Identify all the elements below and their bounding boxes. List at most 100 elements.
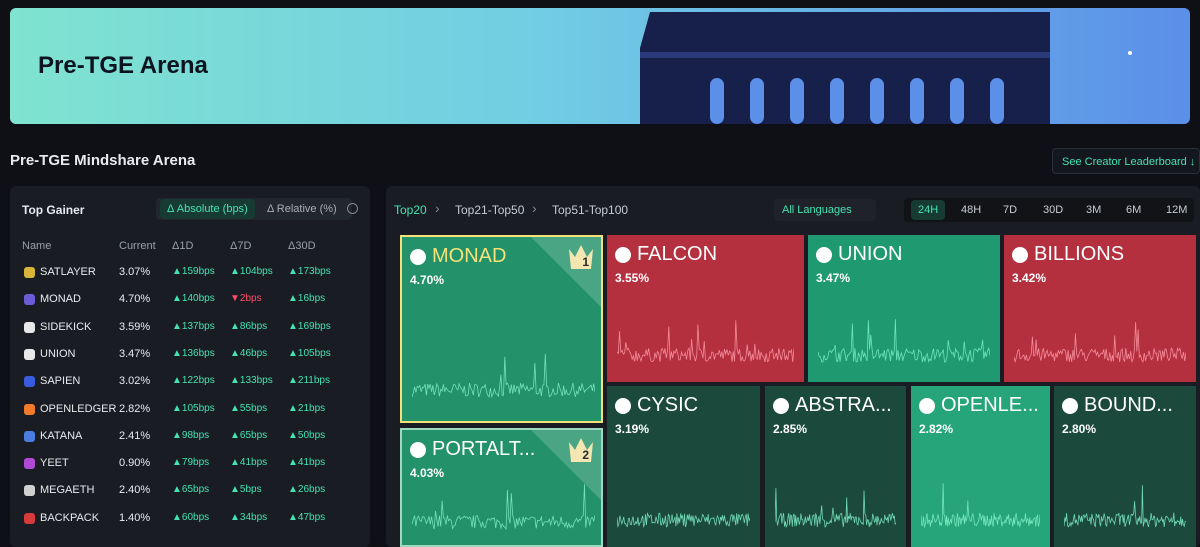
token-name: SIDEKICK [40,320,92,333]
token-icon [24,512,35,524]
cell: ▲137bps [172,320,215,332]
token-name: OPENLEDGER [40,402,117,415]
cell: ▲98bps [172,429,210,441]
cell: 4.70% [119,293,151,306]
cell: ▲65bps [230,429,268,441]
token-icon [410,442,426,458]
cell: 3.07% [119,266,151,278]
token-name: BOUND... [1084,394,1173,416]
period-tab[interactable]: 48H [961,204,982,216]
sparkline [818,319,990,363]
column-header: Name [22,240,52,252]
token-icon [1062,398,1078,414]
cell: ▲169bps [288,320,331,332]
token-tile[interactable]: ABSTRA... 2.85% [765,386,906,547]
token-name: KATANA [40,429,83,442]
sparkline [1014,322,1186,364]
token-tile[interactable]: OPENLE... 2.82% [911,386,1050,547]
token-name: BACKPACK [40,511,100,524]
token-tile[interactable]: BOUND... 2.80% [1054,386,1196,547]
token-share: 2.85% [773,422,808,436]
token-share: 4.03% [410,466,445,480]
cell: ▲104bps [230,266,273,277]
rank-corner [531,430,601,500]
sparkline [617,512,750,528]
info-icon[interactable] [347,203,358,214]
token-share: 4.70% [410,273,445,287]
sparkline [412,353,595,398]
cell: ▲46bps [230,347,268,359]
cell: ▲55bps [230,402,268,414]
column-header: Δ7D [230,240,252,252]
cell: 3.47% [119,347,151,360]
cell: ▲41bps [230,457,268,469]
token-name: SATLAYER [40,266,96,278]
period-bar [904,198,1194,222]
period-tab[interactable]: 12M [1166,204,1188,216]
token-icon [24,321,35,333]
token-tile[interactable]: CYSIC 3.19% [607,386,760,547]
token-icon [816,247,832,263]
token-icon [24,348,35,360]
sparkline [1064,485,1186,528]
tier-tab[interactable]: Top21-Top50 [455,203,525,217]
token-name: CYSIC [637,394,699,416]
tier-tab[interactable]: Top20 [394,203,427,217]
token-tile[interactable]: FALCON 3.55% [607,235,804,382]
token-tile[interactable]: 1 MONAD 4.70% [400,235,603,423]
cell: 0.90% [119,457,151,470]
token-icon [24,458,35,470]
sparkline [775,488,896,529]
period-tab[interactable]: 6M [1126,204,1142,216]
token-name: MEGAETH [40,484,95,497]
token-name: MONAD [432,245,507,267]
token-icon [24,294,35,306]
cell: ▲86bps [230,320,268,332]
token-tile[interactable]: UNION 3.47% [808,235,1000,382]
column-header: Δ30D [288,240,316,252]
top-gainer-panel: Top Gainer Δ Absolute (bps) Δ Relative (… [10,186,370,547]
section-title: Pre-TGE Mindshare Arena [10,152,196,169]
metric-tab[interactable]: Δ Relative (%) [267,203,337,215]
token-name: BILLIONS [1034,243,1125,265]
token-tile[interactable]: 2 PORTALT... 4.03% [400,428,603,547]
metric-tab[interactable]: Δ Absolute (bps) [160,199,255,219]
token-share: 3.42% [1012,271,1047,285]
token-tile[interactable]: BILLIONS 3.42% [1004,235,1196,382]
token-name: SAPIEN [40,375,81,388]
token-name: YEET [40,457,69,470]
cell: ▲105bps [288,347,331,359]
cell: ▲173bps [288,266,331,277]
cell: ▲159bps [172,266,215,277]
token-icon [24,485,35,497]
cell: ▲16bps [288,293,326,305]
cell: ▲122bps [172,375,215,387]
cell: ▲65bps [172,484,210,496]
token-icon [24,403,35,415]
token-icon [1012,247,1028,263]
rank-number: 2 [582,448,589,462]
tier-tab[interactable]: Top51-Top100 [552,203,629,217]
token-icon [919,398,935,414]
banner-art [640,12,1132,124]
cell: ▲211bps [288,375,330,387]
language-dropdown[interactable] [774,199,876,221]
token-name: UNION [838,243,903,265]
period-tab[interactable]: 3M [1086,204,1102,216]
leaderboard-button[interactable]: See Creator Leaderboard ↓ [1052,148,1200,174]
token-name: MONAD [40,293,81,306]
cell: 3.59% [119,320,151,333]
cell: 1.40% [119,511,151,524]
period-tab[interactable]: 24H [911,200,946,220]
period-tab[interactable]: 30D [1043,204,1064,216]
cell: ▲79bps [172,457,210,469]
sparkline [412,484,595,531]
token-icon [410,249,426,265]
cell: ▲50bps [288,429,326,441]
cell: ▲26bps [288,484,326,496]
token-icon [24,376,35,388]
column-header: Δ1D [172,240,194,252]
token-icon [615,247,631,263]
period-tab[interactable]: 7D [1003,204,1018,216]
token-name: UNION [40,347,76,360]
